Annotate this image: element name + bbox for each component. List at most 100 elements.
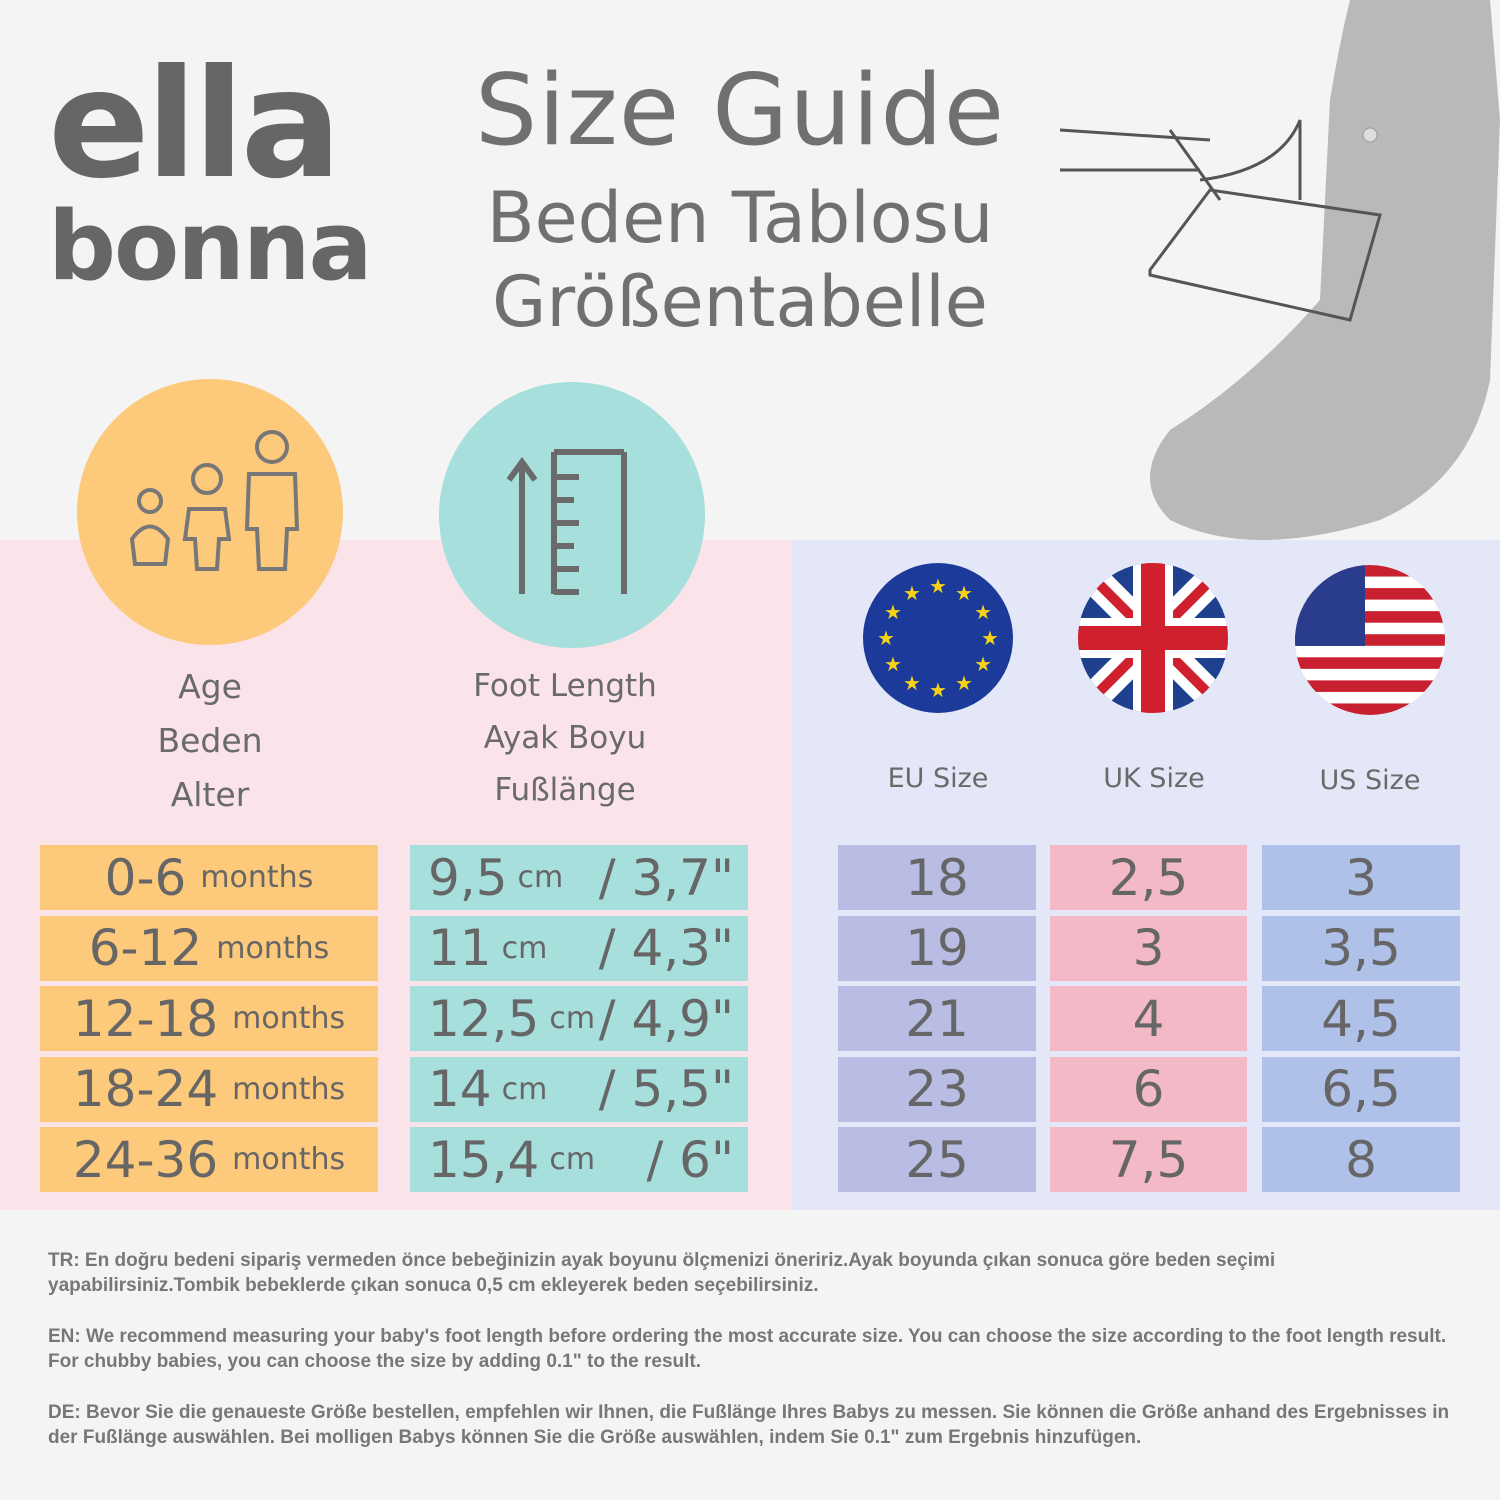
uk-cell: 7,5 [1050, 1127, 1247, 1192]
us-flag-icon [1295, 565, 1445, 715]
age-range: 24-36 [72, 1130, 219, 1189]
age-circle [77, 379, 343, 645]
note-tr: TR: En doğru bedeni sipariş vermeden önc… [48, 1250, 1276, 1296]
us-size-header: US Size [1319, 765, 1421, 796]
foot-inch: / 4,3" [598, 919, 734, 977]
us-stripe [1295, 634, 1445, 646]
foot-header: Foot Length Ayak Boyu Fußlänge [420, 660, 710, 816]
eu-cell: 21 [838, 986, 1036, 1051]
age-header-en: Age [178, 667, 242, 706]
eu-star: ★ [877, 626, 895, 650]
baby-bootie-illustration [1059, 0, 1500, 540]
foot-cm: 11 [428, 919, 492, 977]
us-cell: 4,5 [1262, 986, 1460, 1051]
age-header: Age Beden Alter [80, 660, 340, 822]
foot-cm-unit: cm [549, 1001, 596, 1036]
eu-star: ★ [929, 574, 947, 598]
age-cell: 12-18 months [40, 986, 378, 1051]
uk-cell: 2,5 [1050, 845, 1247, 910]
uk-cell: 3 [1050, 915, 1247, 981]
note-en: EN: We recommend measuring your baby's f… [48, 1326, 1447, 1372]
foot-cell: 14 cm / 5,5" [410, 1056, 748, 1122]
foot-inch: / 3,7" [598, 848, 734, 907]
us-cell: 6,5 [1262, 1056, 1460, 1122]
us-stripe [1295, 588, 1445, 600]
us-stripe [1295, 703, 1445, 715]
eu-cell: 19 [838, 915, 1036, 981]
foot-cm-group: 11 cm [428, 919, 547, 977]
family-icon [129, 430, 300, 571]
eu-star: ★ [955, 581, 973, 605]
foot-cm-group: 12,5 cm [428, 990, 595, 1048]
notes: TR: En doğru bedeni sipariş vermeden önc… [48, 1248, 1468, 1476]
foot-cell: 15,4 cm / 6" [410, 1127, 748, 1192]
foot-circle [439, 382, 705, 648]
foot-header-tr: Ayak Boyu [483, 720, 647, 756]
age-unit: months [232, 1071, 346, 1107]
foot-cm-unit: cm [501, 1071, 548, 1107]
foot-cell: 9,5 cm / 3,7" [410, 845, 748, 910]
age-range: 18-24 [72, 1060, 219, 1118]
foot-header-en: Foot Length [473, 668, 657, 704]
foot-inch: / 4,9" [598, 989, 734, 1048]
eu-cell: 18 [838, 845, 1036, 910]
us-stripe [1295, 611, 1445, 623]
foot-inch: / 5,5" [598, 1060, 734, 1118]
age-cell: 6-12 months [40, 915, 378, 981]
uk-cell: 4 [1050, 986, 1247, 1051]
logo-line-1: ella [48, 38, 342, 212]
foot-cm-unit: cm [501, 930, 548, 966]
foot-cm-unit: cm [549, 1142, 596, 1177]
foot-inch: / 6" [646, 1130, 734, 1189]
us-cell: 8 [1262, 1127, 1460, 1192]
us-stripe [1295, 680, 1445, 692]
title-en: Size Guide [474, 54, 1006, 168]
eu-cell: 23 [838, 1056, 1036, 1122]
eu-star: ★ [955, 671, 973, 695]
uk-size-header: UK Size [1103, 763, 1205, 794]
age-cell: 24-36 months [40, 1127, 378, 1192]
foot-cm: 14 [428, 1060, 492, 1118]
age-range: 6-12 [88, 919, 203, 977]
us-canton [1295, 565, 1365, 646]
uk-flag-icon [1078, 563, 1228, 713]
title-tr: Beden Tablosu [486, 177, 994, 259]
age-cell: 18-24 months [40, 1056, 378, 1122]
eu-star: ★ [974, 600, 992, 624]
eu-star: ★ [884, 652, 902, 676]
foot-cm-group: 15,4 cm [428, 1131, 595, 1189]
foot-cm: 9,5 [428, 848, 508, 907]
logo-line-2: bonna [48, 192, 373, 302]
eu-cell: 25 [838, 1127, 1036, 1192]
eu-star: ★ [981, 626, 999, 650]
foot-cm-group: 9,5 cm [428, 849, 563, 907]
title-de: Größentabelle [492, 261, 988, 343]
age-range: 0-6 [104, 848, 187, 907]
foot-cm: 15,4 [428, 1130, 540, 1189]
us-stripe [1295, 565, 1445, 577]
eu-star: ★ [929, 678, 947, 702]
eu-star: ★ [903, 671, 921, 695]
eu-star: ★ [884, 600, 902, 624]
foot-cell: 12,5 cm/ 4,9" [410, 986, 748, 1051]
eu-size-header: EU Size [887, 763, 989, 794]
foot-cm: 12,5 [428, 989, 540, 1048]
age-cell: 0-6 months [40, 845, 378, 910]
eu-star: ★ [903, 581, 921, 605]
foot-cell: 11 cm / 4,3" [410, 915, 748, 981]
age-unit: months [216, 930, 330, 966]
age-header-tr: Beden [157, 721, 263, 760]
eu-star: ★ [974, 652, 992, 676]
age-unit: months [232, 1001, 346, 1036]
age-range: 12-18 [72, 989, 219, 1048]
age-header-de: Alter [170, 775, 250, 814]
foot-header-de: Fußlänge [494, 772, 636, 808]
brand-logo: ella bonna [48, 38, 373, 302]
eu-flag-icon: ★ ★★★★★★★★★★★ [863, 563, 1013, 713]
foot-cm-unit: cm [517, 860, 564, 895]
age-unit: months [232, 1142, 346, 1177]
us-cell: 3 [1262, 845, 1460, 910]
note-de: DE: Bevor Sie die genaueste Größe bestel… [48, 1402, 1450, 1448]
uk-cell: 6 [1050, 1056, 1247, 1122]
ruler-arrow-icon [506, 449, 627, 595]
